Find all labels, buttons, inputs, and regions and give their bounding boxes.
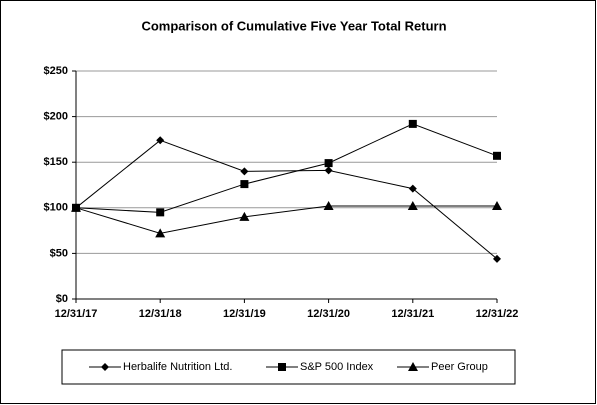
y-tick-label: $100 [44, 202, 68, 214]
y-tick-label: $250 [44, 65, 68, 77]
y-tick-label: $200 [44, 111, 68, 123]
y-tick-label: $150 [44, 156, 68, 168]
legend-label: Herbalife Nutrition Ltd. [123, 361, 232, 373]
y-tick-label: $50 [50, 247, 68, 259]
point-marker [240, 167, 249, 176]
point-marker [493, 254, 501, 263]
point-marker [239, 211, 250, 221]
legend-marker [408, 362, 418, 371]
legend-marker [101, 363, 109, 371]
legend-marker [278, 363, 286, 371]
point-marker [407, 200, 418, 210]
point-marker [156, 136, 165, 145]
point-marker [408, 184, 417, 193]
point-marker [492, 200, 502, 210]
x-tick-label: 12/31/20 [307, 308, 350, 320]
point-marker [240, 180, 249, 189]
chart-title: Comparison of Cumulative Five Year Total… [141, 18, 446, 33]
x-tick-label: 12/31/19 [223, 308, 266, 320]
series-line [75, 123, 498, 213]
point-marker [71, 202, 81, 212]
legend-label: S&P 500 Index [300, 361, 374, 373]
point-marker [155, 228, 166, 238]
point-marker [323, 200, 334, 210]
point-marker [156, 208, 165, 217]
x-tick-label: 12/31/21 [391, 308, 434, 320]
point-marker [324, 159, 333, 168]
x-tick-label: 12/31/22 [476, 308, 519, 320]
x-tick-label: 12/31/17 [55, 308, 98, 320]
legend-label: Peer Group [431, 361, 488, 373]
series-line [75, 205, 497, 234]
series-line [75, 139, 498, 260]
point-marker [493, 151, 501, 160]
point-marker [324, 166, 333, 175]
point-marker [408, 119, 417, 128]
x-tick-label: 12/31/18 [139, 308, 182, 320]
y-tick-label: $0 [56, 293, 68, 305]
